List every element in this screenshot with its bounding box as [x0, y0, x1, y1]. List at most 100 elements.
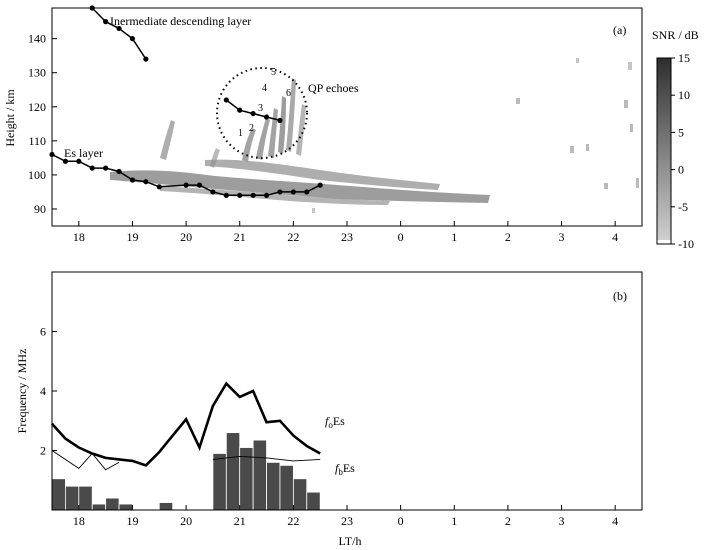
trace-point: [250, 110, 256, 117]
panel-b-traces: [51, 381, 321, 471]
y-tick-label: 100: [28, 168, 46, 182]
qp-echo-circle: [216, 67, 308, 159]
foes-label: foEs: [325, 414, 345, 430]
qp-number-2: 2: [249, 123, 254, 134]
bar: [91, 503, 107, 511]
trace-point: [250, 192, 256, 198]
trace-point: [62, 158, 69, 164]
y-tick-label: 4: [40, 384, 46, 398]
bar: [65, 485, 80, 511]
panel-a-traces: [49, 5, 323, 198]
x-tick-label: 21: [234, 514, 246, 528]
qp-number-5: 5: [271, 67, 276, 78]
qp-number-1: 1: [238, 128, 243, 139]
bar: [105, 497, 120, 511]
x-tick-label: 21: [234, 230, 246, 244]
bar: [158, 502, 174, 511]
panel-b-xlabel: LT/h: [339, 534, 362, 548]
colorbar-white: [657, 240, 671, 244]
panel-a-ylabel: Height / km: [3, 89, 17, 147]
colorbar-gradient: [657, 58, 671, 240]
trace-point: [277, 189, 283, 195]
panel-a-label: (a): [613, 23, 626, 37]
trace-point: [129, 177, 136, 183]
echo-speck: [604, 183, 608, 189]
panel-a-x-axis: 18 19 20 21 22 23 0 1 2 3 4: [73, 221, 618, 244]
echo-speck: [628, 62, 632, 70]
trace-point: [304, 189, 310, 195]
echo-20lt-b: [210, 148, 220, 168]
trace-point: [143, 56, 149, 62]
colorbar-tick-label: 15: [678, 51, 690, 65]
x-tick-label: 23: [341, 514, 353, 528]
trace-point: [277, 117, 283, 124]
qp-echo-1: [242, 128, 256, 162]
bar: [252, 439, 267, 511]
trace-point: [156, 184, 162, 190]
bar: [292, 478, 308, 511]
echo-speck: [586, 144, 589, 151]
y-tick-label: 90: [34, 202, 46, 216]
trace-point: [317, 182, 323, 188]
es-layer-annotation: Es layer: [64, 146, 103, 160]
x-tick-label: 22: [287, 514, 299, 528]
x-tick-label: 18: [73, 230, 85, 244]
trace-point: [263, 114, 270, 120]
panel-b-x-axis: 18 19 20 21 22 23 0 1 2 3 4: [73, 505, 618, 528]
panel-b-ylabel: Frequency / MHz: [15, 349, 29, 434]
bar: [118, 503, 133, 511]
trace-point: [196, 182, 203, 188]
trace-point: [237, 107, 243, 113]
y-tick-label: 110: [28, 134, 46, 148]
qp-echo-6: [296, 104, 306, 156]
trace-point: [210, 189, 216, 195]
echo-speck: [636, 178, 639, 188]
trace-point: [183, 182, 189, 188]
trace-point: [290, 189, 296, 195]
echo-speck: [570, 146, 574, 153]
y-tick-label: 6: [40, 325, 46, 339]
x-tick-label: 0: [398, 514, 404, 528]
echo-speck: [630, 124, 633, 132]
trace-point: [116, 25, 122, 32]
trace-point: [103, 165, 109, 171]
colorbar-frame: [656, 57, 672, 245]
x-tick-label: 2: [505, 230, 511, 244]
trace-point: [89, 165, 95, 171]
bar: [51, 478, 66, 511]
colorbar: SNR / dB 15 10 5 0 -5 -10: [652, 28, 699, 251]
bar: [212, 453, 227, 511]
x-tick-label: 18: [73, 514, 85, 528]
x-tick-label: 22: [287, 230, 299, 244]
x-tick-label: 4: [612, 230, 618, 244]
panel-a-y-axis: 90 100 110 120 130 140: [28, 32, 57, 216]
x-tick-label: 0: [398, 230, 404, 244]
fbes-label: fbEs: [335, 461, 355, 477]
echo-speck: [516, 98, 520, 104]
panel-b-label: (b): [613, 289, 627, 303]
bar: [306, 491, 321, 511]
colorbar-label: SNR / dB: [652, 28, 699, 42]
colorbar-tick-label: -10: [678, 237, 694, 251]
y-tick-label: 120: [28, 100, 46, 114]
qp-echo-3: [268, 108, 278, 158]
fbes-line: [212, 455, 321, 462]
descending-layer-annotation: Inermediate descending layer: [110, 14, 251, 28]
echo-speck: [624, 100, 628, 108]
trace-point: [223, 97, 229, 103]
fbes-line: [51, 450, 120, 471]
colorbar-tick-label: -5: [678, 200, 688, 214]
bar: [78, 485, 93, 511]
y-tick-label: 130: [28, 66, 46, 80]
x-tick-label: 3: [559, 230, 565, 244]
qp-echo-4: [278, 96, 286, 154]
trace-point: [116, 168, 122, 175]
colorbar-tick-label: 10: [678, 88, 690, 102]
bar: [225, 432, 241, 511]
heatmap-echoes: [110, 58, 639, 213]
colorbar-tick-label: 0: [678, 163, 684, 177]
qp-echo-numbers: 1 2 3 4 5 6: [238, 67, 291, 139]
colorbar-tick-label: 5: [678, 125, 684, 139]
echo-speck: [576, 58, 579, 63]
